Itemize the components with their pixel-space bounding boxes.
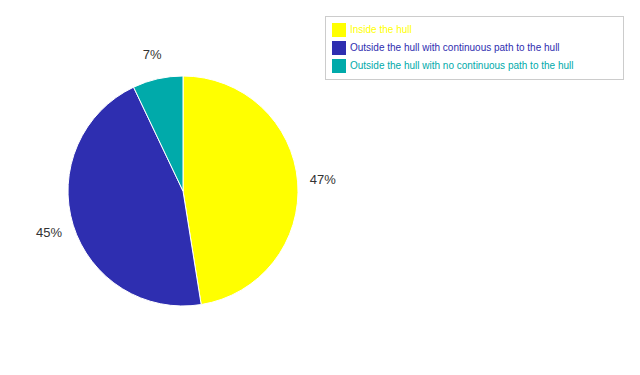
html-text:Outside the hull with no conti: Outside the hull with no continuous path… (350, 60, 574, 71)
svg-text:45%: 45% (36, 225, 62, 240)
svg-text:7%: 7% (143, 47, 162, 62)
html-text:Outside the hull with continuo: Outside the hull with continuous path to… (350, 42, 560, 53)
html-text:Inside the hull: Inside the hull (350, 24, 412, 35)
svg-text:47%: 47% (310, 172, 336, 187)
